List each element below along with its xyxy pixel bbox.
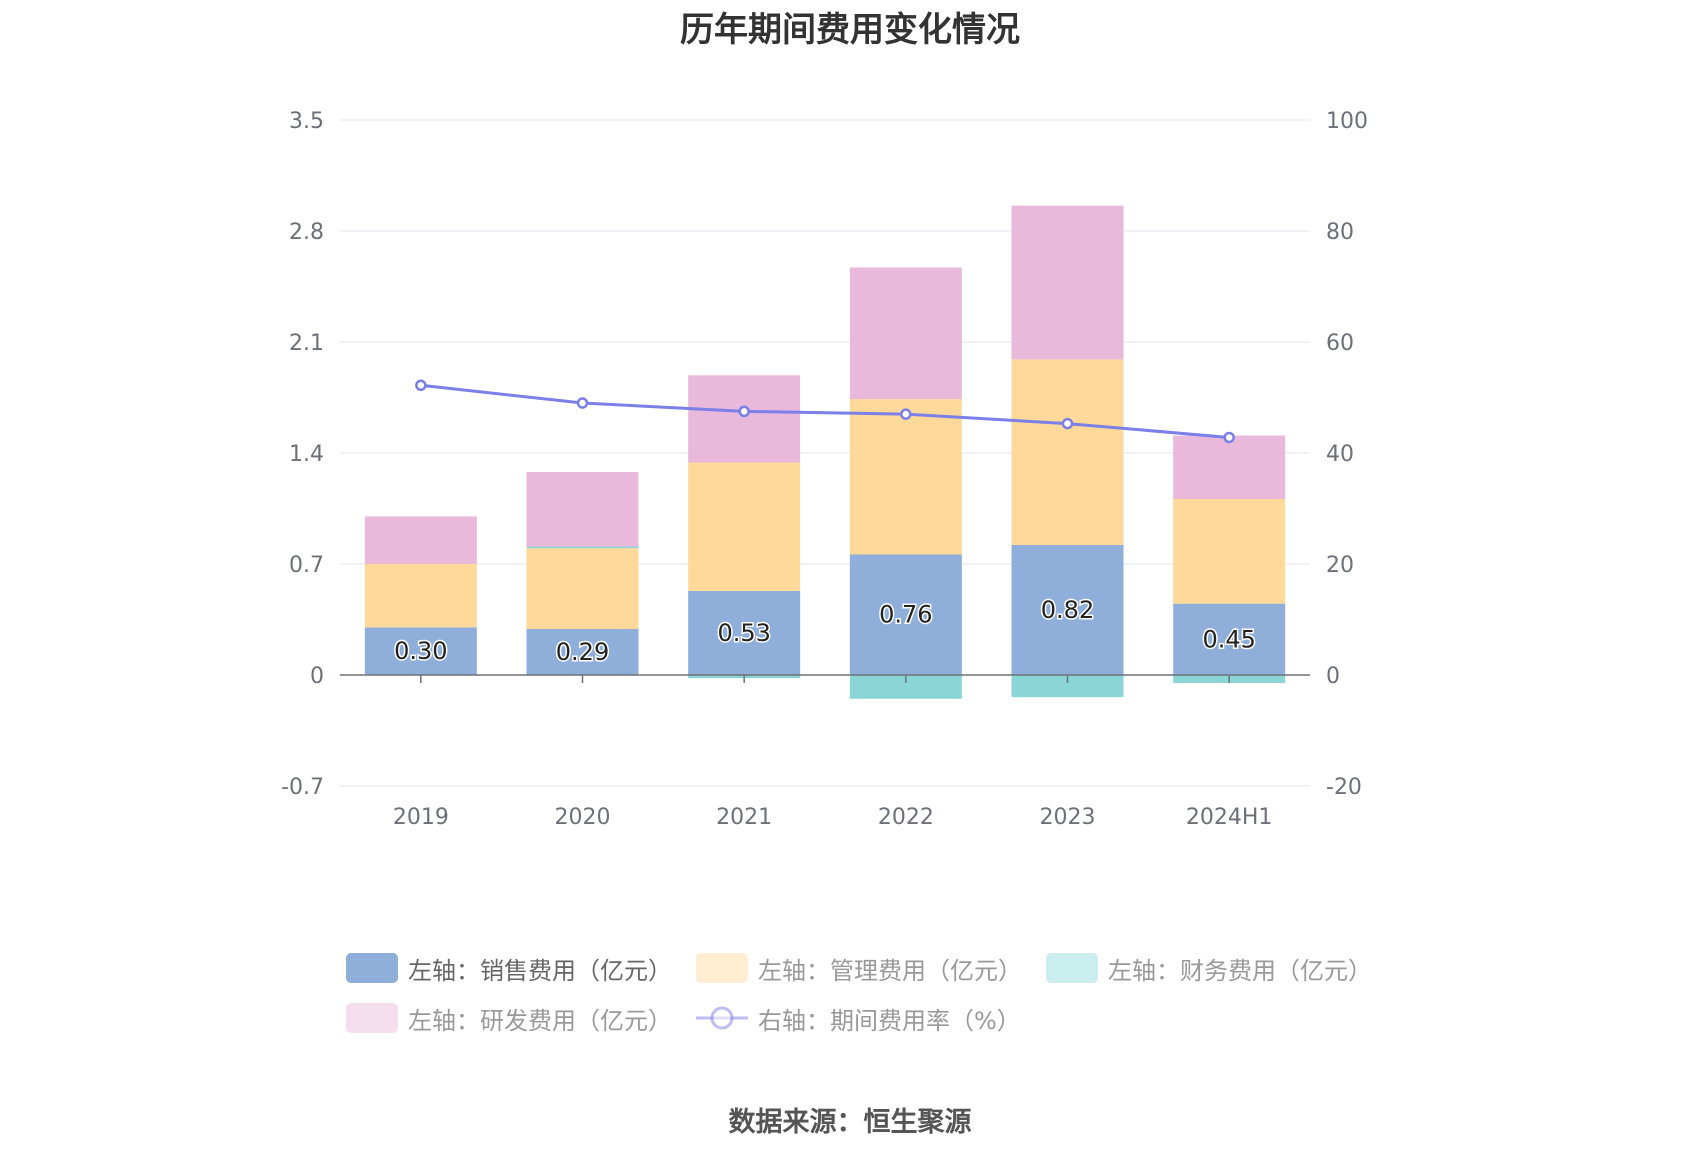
bar-2020-s1 xyxy=(526,548,639,630)
bar-series xyxy=(364,205,1286,699)
right-tick-label: 100 xyxy=(1326,109,1368,134)
legend-label: 左轴：财务费用（亿元） xyxy=(1108,956,1372,985)
right-tick-label: 20 xyxy=(1326,553,1354,578)
chart-title: 历年期间费用变化情况 xyxy=(680,10,1020,50)
bar-2022-s0 xyxy=(849,554,962,675)
rate-line xyxy=(420,383,1230,439)
right-tick-label: -20 xyxy=(1326,775,1362,800)
bar-data-label: 0.76 xyxy=(879,601,932,629)
left-tick-label: 2.8 xyxy=(289,220,324,245)
rate-point xyxy=(415,379,427,392)
legend-label: 左轴：管理费用（亿元） xyxy=(758,956,1022,985)
left-axis: -0.7 0 0.7 1.4 2.1 2.8 3.5 xyxy=(281,109,324,800)
right-tick-label: 0 xyxy=(1326,664,1340,689)
rate-point xyxy=(900,408,912,420)
legend-item[interactable]: 左轴：销售费用（亿元） xyxy=(346,948,672,988)
x-tick-label: 2024H1 xyxy=(1186,805,1273,830)
bar-2022-s3 xyxy=(849,267,962,400)
bar-2020-s0 xyxy=(526,629,639,675)
legend-item[interactable]: 右轴：期间费用率（%） xyxy=(696,998,1021,1038)
legend-swatch xyxy=(696,953,748,983)
bar-data-label: 0.30 xyxy=(394,637,447,665)
legend-item[interactable]: 左轴：研发费用（亿元） xyxy=(346,998,672,1038)
bar-2021-s1 xyxy=(688,462,801,591)
bar-2019-s0 xyxy=(364,627,477,675)
bar-2021-s3 xyxy=(688,375,801,463)
legend-swatch xyxy=(1046,953,1098,983)
x-tick-label: 2020 xyxy=(555,805,611,830)
left-tick-label: 3.5 xyxy=(289,109,324,134)
x-axis: 2019 2020 2021 2022 2023 2024H1 xyxy=(393,675,1273,830)
bar-2023-s3 xyxy=(1011,205,1124,360)
legend-line-marker xyxy=(696,1006,748,1030)
right-axis: -20 0 20 40 60 80 100 xyxy=(1326,109,1368,800)
rate-point xyxy=(1223,431,1235,444)
right-tick-label: 60 xyxy=(1326,331,1354,356)
left-tick-label: 0.7 xyxy=(289,553,324,578)
rate-point xyxy=(576,397,589,409)
bar-2024H1-s0 xyxy=(1173,603,1286,675)
line-series xyxy=(415,379,1235,444)
bar-2021-s0 xyxy=(688,590,801,675)
left-tick-label: 0 xyxy=(310,664,324,689)
bar-data-label: 0.45 xyxy=(1202,625,1255,653)
bar-data-label: 0.29 xyxy=(556,638,609,666)
bar-data-label: 0.53 xyxy=(717,619,770,647)
legend-label: 右轴：期间费用率（%） xyxy=(758,1006,1021,1035)
legend-swatch xyxy=(346,1003,398,1033)
rate-point xyxy=(1061,417,1074,430)
left-tick-label: 1.4 xyxy=(289,442,324,467)
left-tick-label: -0.7 xyxy=(281,775,324,800)
bar-2022-s1 xyxy=(849,399,962,555)
x-tick-label: 2023 xyxy=(1040,805,1096,830)
bar-2020-s2 xyxy=(526,546,639,549)
right-tick-label: 80 xyxy=(1326,220,1354,245)
bar-2020-s3 xyxy=(526,472,639,547)
legend-label: 左轴：研发费用（亿元） xyxy=(408,1006,672,1035)
bar-2019-s3 xyxy=(364,516,477,564)
right-tick-label: 40 xyxy=(1326,442,1354,467)
bar-2023-s1 xyxy=(1011,359,1124,545)
bar-2024H1-s3 xyxy=(1173,435,1286,499)
rate-point xyxy=(738,405,750,418)
bar-2023-s0 xyxy=(1011,544,1124,675)
bar-2023-s2 xyxy=(1011,675,1124,698)
bar-data-label: 0.82 xyxy=(1041,596,1094,624)
legend-item[interactable]: 左轴：管理费用（亿元） xyxy=(696,948,1022,988)
legend-item[interactable]: 左轴：财务费用（亿元） xyxy=(1046,948,1372,988)
data-source-note: 数据来源：恒生聚源 xyxy=(728,1107,972,1138)
x-tick-label: 2022 xyxy=(878,805,934,830)
bar-data-labels: 0.30 0.29 0.53 0.76 0.82 0.45 xyxy=(393,594,1258,667)
x-tick-label: 2021 xyxy=(716,805,772,830)
x-tick-label: 2019 xyxy=(393,805,449,830)
bar-2022-s2 xyxy=(849,675,962,699)
bar-2024H1-s1 xyxy=(1173,498,1286,604)
bar-2019-s1 xyxy=(364,564,477,628)
left-tick-label: 2.1 xyxy=(289,331,324,356)
legend-label: 左轴：销售费用（亿元） xyxy=(408,956,672,985)
grid-lines xyxy=(340,119,1310,787)
legend-swatch xyxy=(346,953,398,983)
